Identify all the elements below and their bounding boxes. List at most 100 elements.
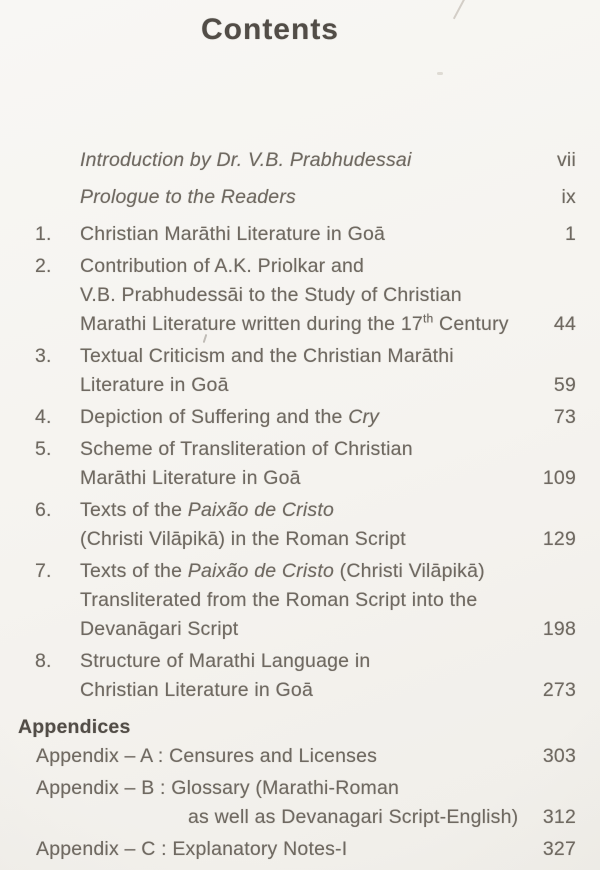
text-line: Scheme of Transliteration of Christian xyxy=(80,435,532,464)
plain-text: Christian Literature in Goā xyxy=(80,679,314,701)
text-line: Introduction by Dr. V.B. Prabhudessai xyxy=(80,146,532,175)
entry-text: Structure of Marathi Language in Christia… xyxy=(80,647,532,705)
entry-text: Textual Criticism and the Christian Marā… xyxy=(80,342,532,400)
plain-text: Christian Marāthi Literature in Goā xyxy=(80,223,386,245)
plain-text: as well as Devanagari Script-English) xyxy=(188,806,519,828)
entry-text: Depiction of Suffering and the Cry xyxy=(80,403,532,432)
appendices-header: Appendices xyxy=(18,716,131,738)
page-number: 303 xyxy=(542,745,576,767)
front-matter-list: Introduction by Dr. V.B. Prabhudessai vii… xyxy=(20,146,576,212)
page-number: 129 xyxy=(542,528,576,550)
appendix-list: Appendix – A : Censures and Licenses 303 A… xyxy=(20,742,576,864)
chapter-list: 1. Christian Marāthi Literature in Goā 1 2.… xyxy=(20,220,576,705)
appendix-entry: Appendix – B : Glossary (Marathi-Roman as… xyxy=(20,774,576,832)
entry-text: Appendix – C : Explanatory Notes-I xyxy=(20,835,532,864)
entry-number: 1. xyxy=(35,223,52,245)
scan-artifact xyxy=(437,72,443,75)
text-line: Devanāgari Script xyxy=(80,615,532,644)
entry-number: 2. xyxy=(35,255,52,277)
plain-text: Texts of the xyxy=(80,560,188,582)
plain-text: Century xyxy=(433,313,509,335)
text-line: Structure of Marathi Language in xyxy=(80,647,532,676)
entry-text: Christian Marāthi Literature in Goā xyxy=(80,220,532,249)
text-line: Marāthi Literature in Goā xyxy=(80,464,532,493)
plain-text: (Christi Vilāpikā) in the Roman Script xyxy=(80,528,406,550)
appendix-entry: Appendix – A : Censures and Licenses 303 xyxy=(20,742,576,771)
page-number: 273 xyxy=(542,679,576,701)
text-line: Depiction of Suffering and the Cry xyxy=(80,403,532,432)
plain-text: (Christi Vilāpikā) xyxy=(334,560,485,582)
plain-text: Appendix – A : Censures and Licenses xyxy=(36,745,378,767)
chapter-entry: 2. Contribution of A.K. Priolkar and V.B. … xyxy=(20,252,576,339)
plain-text: Depiction of Suffering and the xyxy=(80,406,349,428)
entry-text: Introduction by Dr. V.B. Prabhudessai xyxy=(80,146,532,175)
page-number: 312 xyxy=(542,806,576,828)
entry-number: 6. xyxy=(35,499,52,521)
page-number: 109 xyxy=(542,467,576,489)
text-line: as well as Devanagari Script-English) xyxy=(36,803,532,832)
chapter-entry: 3. Textual Criticism and the Christian Ma… xyxy=(20,342,576,400)
italic-text: Paixão de Cristo xyxy=(187,499,335,521)
plain-text: Structure of Marathi Language in xyxy=(80,650,371,672)
entry-number: 8. xyxy=(35,650,52,672)
text-line: V.B. Prabhudessāi to the Study of Christ… xyxy=(80,281,532,310)
text-line: Marathi Literature written during the 17… xyxy=(80,310,532,339)
superscript-text: th xyxy=(422,311,434,326)
plain-text: Devanāgari Script xyxy=(80,618,239,640)
page-number: vii xyxy=(556,149,576,171)
plain-text: Appendix – C : Explanatory Notes-I xyxy=(36,838,348,860)
page-number: 44 xyxy=(553,313,576,335)
page-number: 198 xyxy=(542,618,576,640)
plain-text: Scheme of Transliteration of Christian xyxy=(80,438,413,460)
italic-text: Introduction by Dr. V.B. Prabhudessai xyxy=(80,149,412,171)
plain-text: Contribution of A.K. Priolkar and xyxy=(80,255,365,277)
plain-text: V.B. Prabhudessāi to the Study of Christ… xyxy=(80,284,462,306)
page-title: Contents xyxy=(201,13,339,46)
text-line: Texts of the Paixão de Cristo xyxy=(80,496,532,525)
chapter-entry: 4. Depiction of Suffering and the Cry 73 xyxy=(20,403,576,432)
text-line: (Christi Vilāpikā) in the Roman Script xyxy=(80,525,532,554)
entry-number: 3. xyxy=(35,345,52,367)
front-matter-entry: Prologue to the Readers ix xyxy=(20,183,576,212)
page-number: ix xyxy=(561,186,576,208)
page-number: 1 xyxy=(564,223,576,245)
plain-text: Marathi Literature written during the 17 xyxy=(80,313,423,335)
text-line: Appendix – A : Censures and Licenses xyxy=(36,742,532,771)
plain-text: Textual Criticism and the Christian Marā… xyxy=(80,345,454,367)
page-number: 59 xyxy=(553,374,576,396)
page-number: 73 xyxy=(553,406,576,428)
italic-text: Prologue to the Readers xyxy=(80,186,296,208)
entry-text: Contribution of A.K. Priolkar and V.B. Pr… xyxy=(80,252,532,339)
chapter-entry: 1. Christian Marāthi Literature in Goā 1 xyxy=(20,220,576,249)
text-line: Prologue to the Readers xyxy=(80,183,532,212)
appendix-entry: Appendix – C : Explanatory Notes-I 327 xyxy=(20,835,576,864)
page-number: 327 xyxy=(542,838,576,860)
chapter-entry: 5. Scheme of Transliteration of Christian… xyxy=(20,435,576,493)
plain-text: Appendix – B : Glossary (Marathi-Roman xyxy=(36,777,400,799)
chapter-entry: 6. Texts of the Paixão de Cristo (Christi … xyxy=(20,496,576,554)
text-line: Contribution of A.K. Priolkar and xyxy=(80,252,532,281)
table-of-contents: Introduction by Dr. V.B. Prabhudessai vii… xyxy=(18,146,576,867)
text-line: Transliterated from the Roman Script int… xyxy=(80,586,532,615)
entry-text: Prologue to the Readers xyxy=(80,183,532,212)
entry-number: 7. xyxy=(35,560,52,582)
entry-text: Scheme of Transliteration of Christian Ma… xyxy=(80,435,532,493)
plain-text: Literature in Goā xyxy=(80,374,229,396)
italic-text: Paixão de Cristo xyxy=(187,560,335,582)
chapter-entry: 7. Texts of the Paixão de Cristo (Christi… xyxy=(20,557,576,644)
entry-number: 4. xyxy=(35,406,52,428)
text-line: Christian Marāthi Literature in Goā xyxy=(80,220,532,249)
text-line: Christian Literature in Goā xyxy=(80,676,532,705)
text-line: Appendix – B : Glossary (Marathi-Roman xyxy=(36,774,532,803)
text-line: Literature in Goā xyxy=(80,371,532,400)
text-line: Appendix – C : Explanatory Notes-I xyxy=(36,835,532,864)
plain-text: Marāthi Literature in Goā xyxy=(80,467,301,489)
front-matter-entry: Introduction by Dr. V.B. Prabhudessai vii xyxy=(20,146,576,175)
text-line: Textual Criticism and the Christian Marā… xyxy=(80,342,532,371)
entry-text: Appendix – B : Glossary (Marathi-Roman as… xyxy=(20,774,532,832)
entry-text: Texts of the Paixão de Cristo (Christi V… xyxy=(80,557,532,644)
italic-text: Cry xyxy=(348,406,380,428)
entry-number: 5. xyxy=(35,438,52,460)
chapter-entry: 8. Structure of Marathi Language in Christ… xyxy=(20,647,576,705)
